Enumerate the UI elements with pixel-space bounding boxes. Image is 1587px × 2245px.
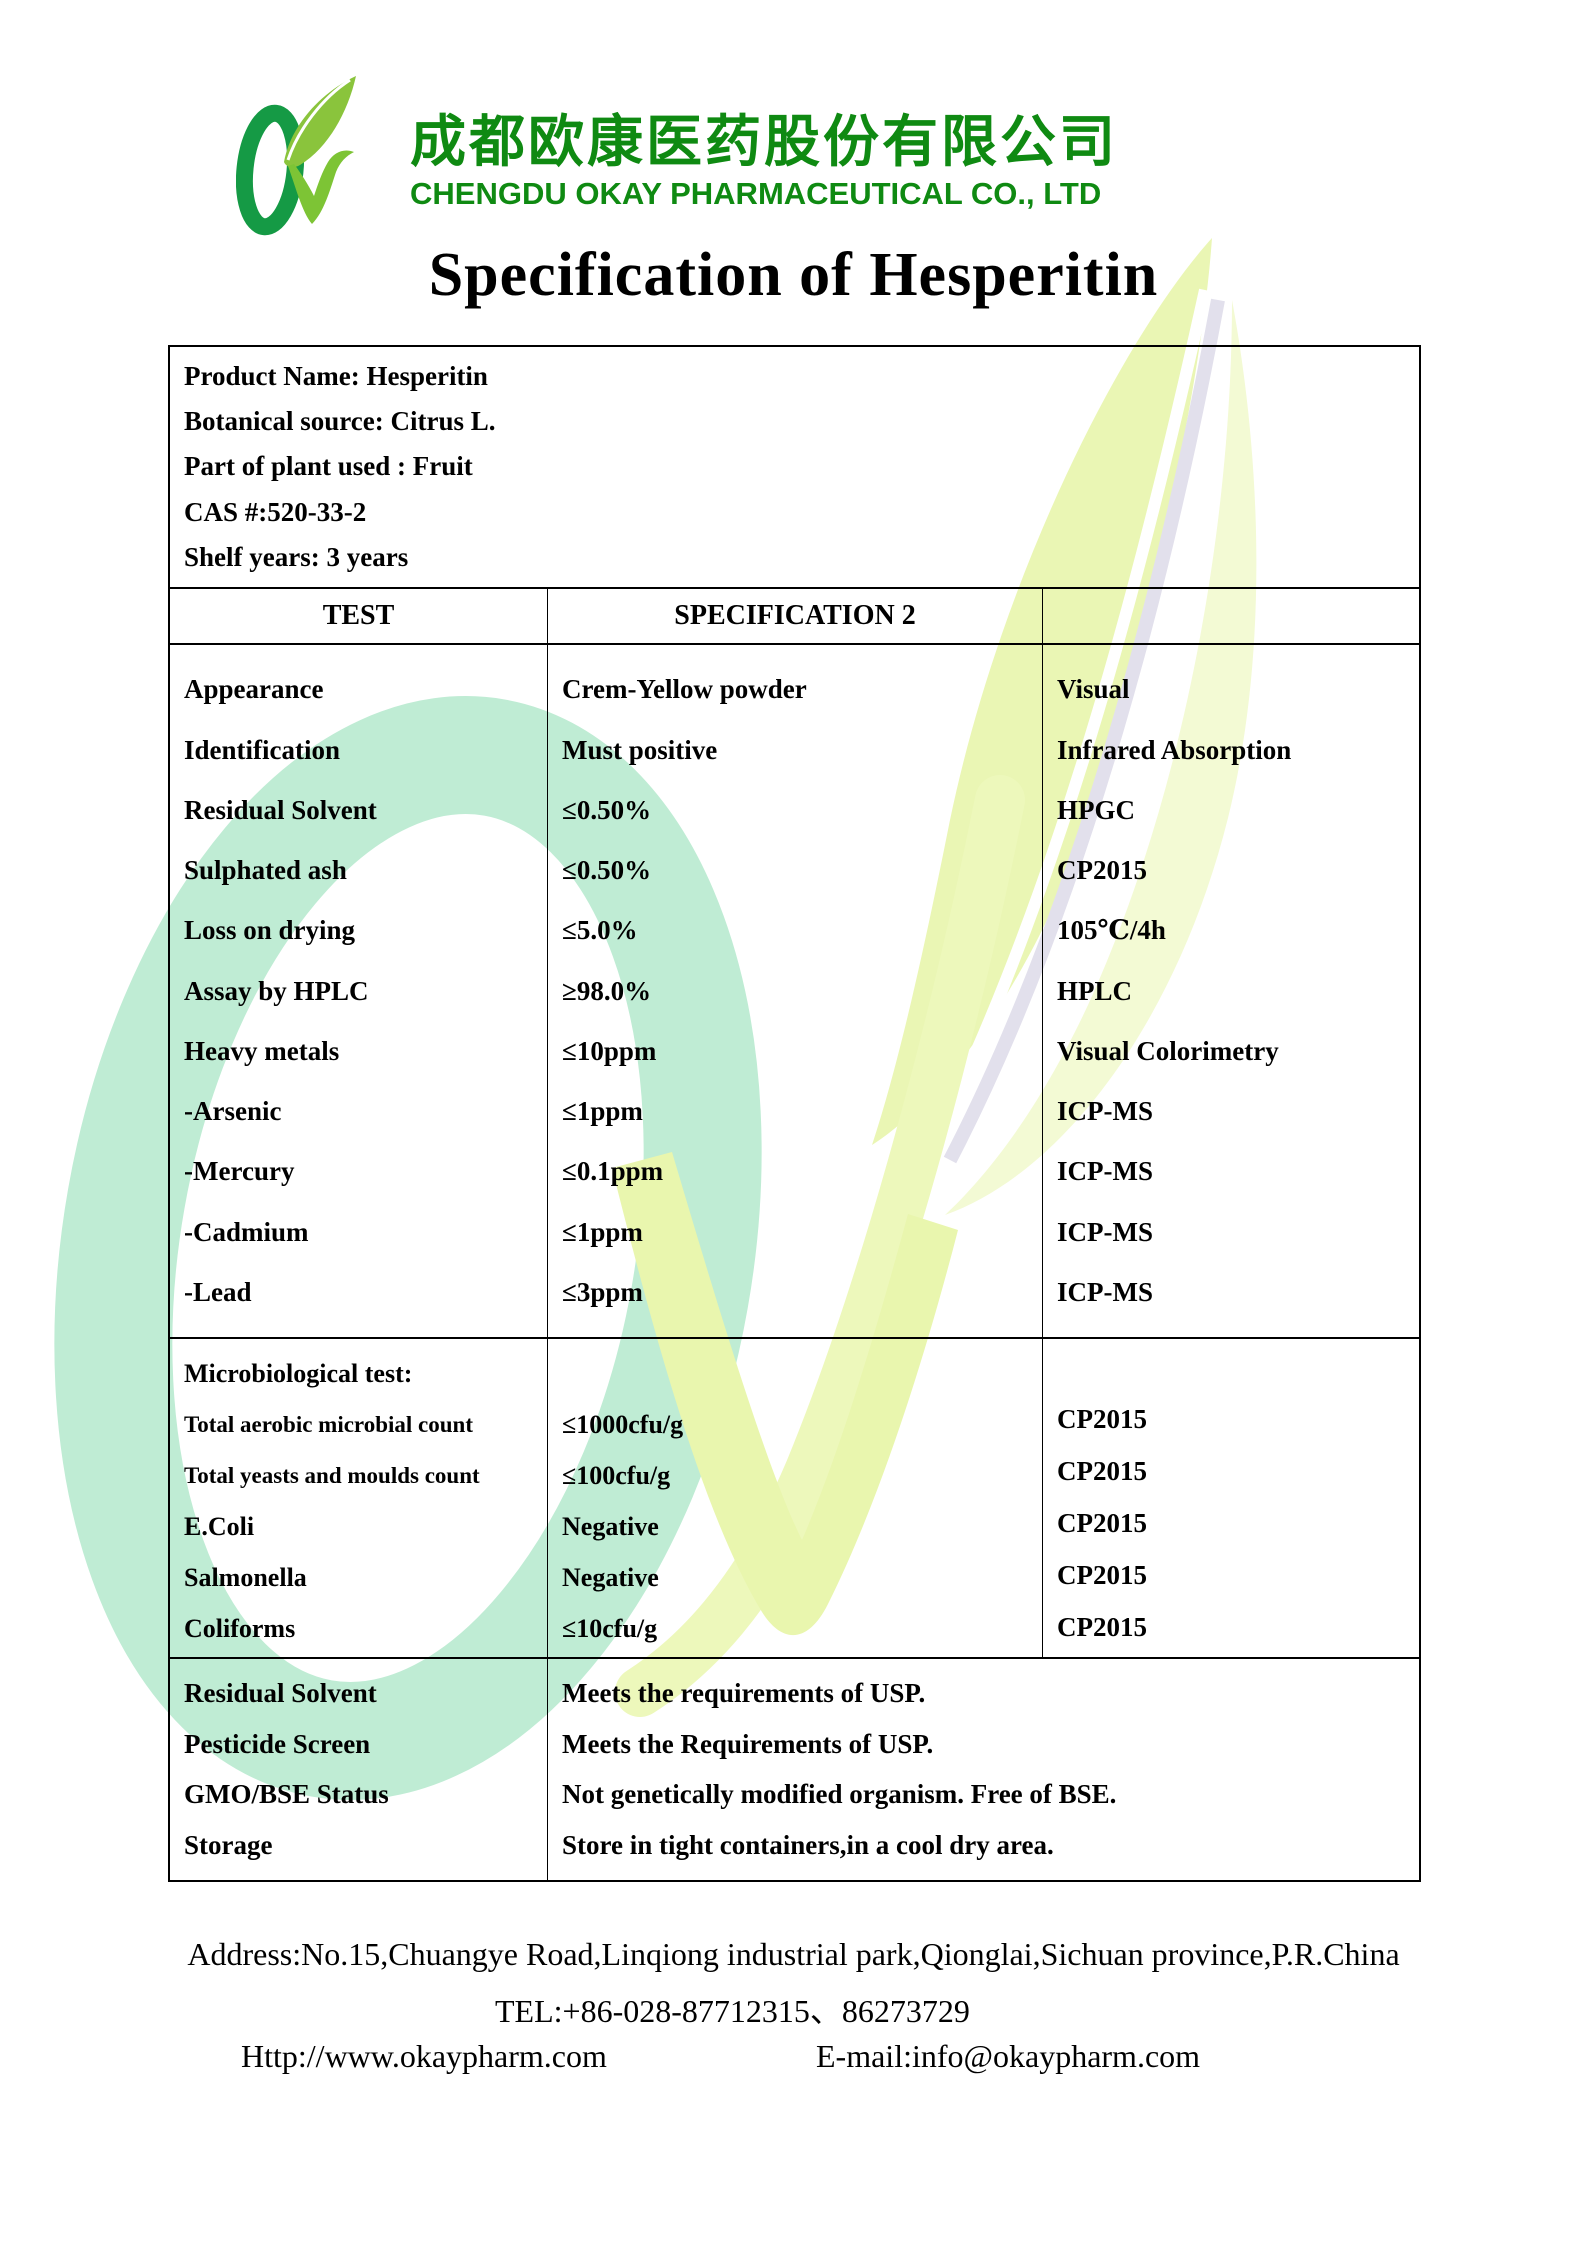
method-column: Visual Infrared Absorption HPGC CP2015 1… <box>1043 645 1419 1337</box>
test-name: Loss on drying <box>184 915 356 946</box>
footer-address: Address:No.15,Chuangye Road,Linqiong ind… <box>187 1936 1400 1972</box>
spec-value: ≤0.1ppm <box>562 1156 664 1187</box>
specification-column: Crem-Yellow powder Must positive ≤0.50% … <box>548 645 1043 1337</box>
test-name: Pesticide Screen <box>184 1728 371 1759</box>
cas-number-line: CAS #:520-33-2 <box>184 496 367 527</box>
method-value: HPGC <box>1057 794 1135 825</box>
method-value: Infrared Absorption <box>1057 734 1292 765</box>
test-name: -Arsenic <box>184 1096 282 1126</box>
footer-email: E-mail:info@okaypharm.com <box>816 2038 1201 2074</box>
test-name: Storage <box>184 1829 273 1860</box>
test-name: Total aerobic microbial count <box>184 1411 473 1437</box>
col-header-method <box>1043 589 1419 643</box>
method-value: CP2015 <box>1057 1455 1147 1486</box>
test-name: -Cadmium <box>184 1216 309 1247</box>
spec-value: Not genetically modified organism. Free … <box>562 1779 1117 1810</box>
spec-value: Must positive <box>562 734 718 765</box>
product-name-line: Product Name: Hesperitin <box>184 361 488 392</box>
bottom-spec-column: Meets the requirements of USP. Meets the… <box>548 1659 1419 1880</box>
spec-value: ≤1000cfu/g <box>562 1409 684 1439</box>
spec-value: ≤10cfu/g <box>562 1613 658 1643</box>
company-name-chinese: 成都欧康医药股份有限公司 <box>410 110 1118 173</box>
spec-value: ≤3ppm <box>562 1276 643 1307</box>
bottom-test-column: Residual Solvent Pesticide Screen GMO/BS… <box>170 1659 548 1880</box>
spec-value: Negative <box>562 1562 659 1592</box>
method-value: ICP-MS <box>1057 1216 1153 1247</box>
product-info-block: Product Name: Hesperitin Botanical sourc… <box>170 347 1419 589</box>
test-name: -Lead <box>184 1276 252 1307</box>
method-value: ICP-MS <box>1057 1156 1153 1187</box>
method-value: CP2015 <box>1057 1611 1147 1642</box>
test-name: E.Coli <box>184 1511 255 1541</box>
spec-value: ≤1ppm <box>562 1096 643 1126</box>
logo-leaf <box>284 76 356 168</box>
test-name: Sulphated ash <box>184 855 347 885</box>
spec-value: ≤5.0% <box>562 915 638 946</box>
col-header-specification: SPECIFICATION 2 <box>548 589 1043 643</box>
method-value: CP2015 <box>1057 1403 1147 1434</box>
test-name: Residual Solvent <box>184 794 377 825</box>
micro-test-column: Microbiological test: Total aerobic micr… <box>170 1339 548 1657</box>
empty-slot <box>562 1348 1042 1399</box>
method-value: CP2015 <box>1057 1507 1147 1538</box>
method-value: Visual Colorimetry <box>1057 1035 1279 1066</box>
spec-value: ≤100cfu/g <box>562 1460 671 1490</box>
specification-table: Product Name: Hesperitin Botanical sourc… <box>168 345 1421 1882</box>
method-value: HPLC <box>1057 975 1133 1006</box>
test-name: Salmonella <box>184 1562 307 1592</box>
test-name: Coliforms <box>184 1613 296 1643</box>
micro-method-column: CP2015 CP2015 CP2015 CP2015 CP2015 <box>1043 1339 1419 1657</box>
test-name: Residual Solvent <box>184 1678 377 1709</box>
method-value: Visual <box>1057 674 1130 705</box>
company-name-english: CHENGDU OKAY PHARMACEUTICAL CO., LTD <box>410 176 1102 211</box>
method-value: 105℃/4h <box>1057 915 1166 946</box>
botanical-source-line: Botanical source: Citrus L. <box>184 406 496 437</box>
spec-value: ≥98.0% <box>562 975 652 1006</box>
micro-section-title: Microbiological test: <box>184 1358 413 1388</box>
spec-value: Store in tight containers,in a cool dry … <box>562 1829 1054 1860</box>
col-header-test: TEST <box>170 589 548 643</box>
table-main-section: Appearance Identification Residual Solve… <box>170 645 1419 1339</box>
spec-value: Negative <box>562 1511 659 1541</box>
spec-value: ≤0.50% <box>562 855 652 885</box>
test-name: Appearance <box>184 674 324 705</box>
spec-value: Meets the Requirements of USP. <box>562 1728 934 1759</box>
footer-telephone: TEL:+86-028-87712315、86273729 <box>495 1993 970 2029</box>
spec-value: ≤1ppm <box>562 1216 643 1247</box>
footer-website: Http://www.okaypharm.com <box>241 2038 607 2074</box>
method-value: CP2015 <box>1057 1559 1147 1590</box>
method-value: ICP-MS <box>1057 1096 1153 1126</box>
test-name: Assay by HPLC <box>184 975 369 1006</box>
spec-value: ≤10ppm <box>562 1035 657 1066</box>
plant-part-line: Part of plant used : Fruit <box>184 451 473 482</box>
test-name: GMO/BSE Status <box>184 1779 389 1810</box>
method-value: ICP-MS <box>1057 1276 1153 1307</box>
logo-swoosh <box>288 150 354 224</box>
company-logo <box>236 76 356 236</box>
table-header-row: TEST SPECIFICATION 2 <box>170 589 1419 645</box>
company-header: 成都欧康医药股份有限公司 CHENGDU OKAY PHARMACEUTICAL… <box>410 110 1118 211</box>
test-name: Identification <box>184 734 341 765</box>
test-name: Total yeasts and moulds count <box>184 1462 480 1488</box>
test-name: Heavy metals <box>184 1035 340 1066</box>
table-bottom-section: Residual Solvent Pesticide Screen GMO/BS… <box>170 1659 1419 1880</box>
test-name: -Mercury <box>184 1156 295 1187</box>
spec-value: Meets the requirements of USP. <box>562 1678 926 1709</box>
logo-leaf-vein <box>286 78 351 161</box>
micro-spec-column: ≤1000cfu/g ≤100cfu/g Negative Negative ≤… <box>548 1339 1043 1657</box>
test-name-column: Appearance Identification Residual Solve… <box>170 645 548 1337</box>
spec-value: Crem-Yellow powder <box>562 674 807 705</box>
method-value: CP2015 <box>1057 855 1147 885</box>
page-title: Specification of Hesperitin <box>428 241 1159 309</box>
table-micro-section: Microbiological test: Total aerobic micr… <box>170 1339 1419 1659</box>
shelf-years-line: Shelf years: 3 years <box>184 541 409 572</box>
spec-value: ≤0.50% <box>562 794 652 825</box>
